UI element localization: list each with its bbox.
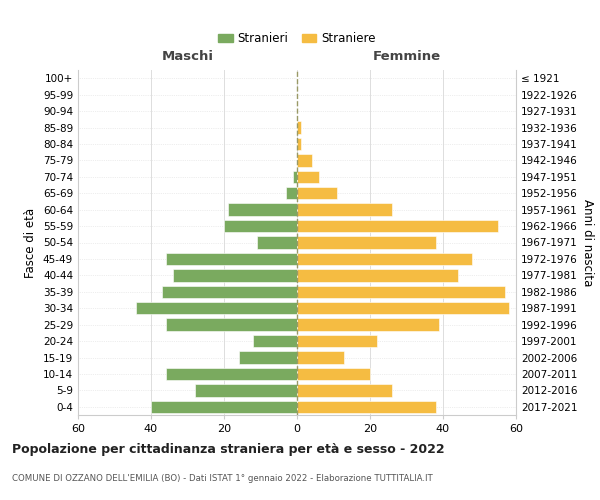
Bar	[297, 220, 498, 232]
Bar	[253, 335, 297, 347]
Bar	[173, 269, 297, 281]
Text: Femmine: Femmine	[373, 50, 440, 63]
Text: COMUNE DI OZZANO DELL'EMILIA (BO) - Dati ISTAT 1° gennaio 2022 - Elaborazione TU: COMUNE DI OZZANO DELL'EMILIA (BO) - Dati…	[12, 474, 433, 483]
Y-axis label: Fasce di età: Fasce di età	[25, 208, 37, 278]
Bar	[227, 204, 297, 216]
Text: Popolazione per cittadinanza straniera per età e sesso - 2022: Popolazione per cittadinanza straniera p…	[12, 442, 445, 456]
Bar	[297, 269, 458, 281]
Bar	[297, 187, 337, 200]
Bar	[297, 170, 319, 183]
Bar	[297, 253, 472, 265]
Bar	[166, 318, 297, 331]
Bar	[166, 253, 297, 265]
Bar	[297, 138, 301, 150]
Bar	[297, 400, 436, 413]
Bar	[239, 352, 297, 364]
Bar	[286, 187, 297, 200]
Bar	[166, 368, 297, 380]
Bar	[297, 122, 301, 134]
Bar	[195, 384, 297, 396]
Bar	[293, 170, 297, 183]
Bar	[297, 335, 377, 347]
Bar	[297, 204, 392, 216]
Y-axis label: Anni di nascita: Anni di nascita	[581, 199, 594, 286]
Bar	[297, 368, 370, 380]
Bar	[297, 352, 344, 364]
Bar	[297, 384, 392, 396]
Bar	[224, 220, 297, 232]
Bar	[162, 286, 297, 298]
Bar	[297, 286, 505, 298]
Bar	[257, 236, 297, 248]
Bar	[297, 318, 439, 331]
Bar	[297, 154, 311, 166]
Bar	[136, 302, 297, 314]
Legend: Stranieri, Straniere: Stranieri, Straniere	[214, 28, 380, 50]
Text: Maschi: Maschi	[161, 50, 214, 63]
Bar	[297, 236, 436, 248]
Bar	[151, 400, 297, 413]
Bar	[297, 302, 509, 314]
